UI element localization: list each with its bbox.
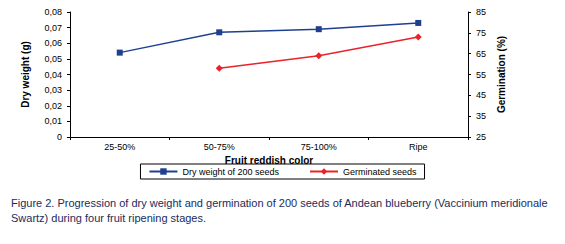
svg-text:35: 35 (476, 111, 486, 121)
svg-text:Germinated seeds: Germinated seeds (343, 167, 417, 177)
svg-text:Figure 2. Progression of dry w: Figure 2. Progression of dry weight and … (11, 197, 551, 209)
svg-text:45: 45 (476, 90, 486, 100)
svg-text:0,06: 0,06 (44, 38, 62, 48)
svg-text:Germination (%): Germination (%) (496, 36, 507, 113)
svg-text:0,04: 0,04 (44, 70, 62, 80)
svg-text:55: 55 (476, 70, 486, 80)
svg-text:85: 85 (476, 7, 486, 17)
svg-text:Fruit reddish color: Fruit reddish color (224, 155, 314, 167)
svg-text:Dry weight of 200 seeds: Dry weight of 200 seeds (182, 167, 279, 177)
svg-text:Ripe: Ripe (409, 142, 428, 152)
svg-text:75-100%: 75-100% (301, 142, 337, 152)
svg-text:0,03: 0,03 (44, 85, 62, 95)
svg-text:Dry weight (g): Dry weight (g) (20, 41, 31, 108)
svg-text:0,08: 0,08 (44, 7, 62, 17)
svg-text:50-75%: 50-75% (204, 142, 235, 152)
svg-text:0: 0 (57, 132, 62, 142)
svg-text:0,02: 0,02 (44, 101, 62, 111)
svg-text:25-50%: 25-50% (104, 142, 135, 152)
svg-text:75: 75 (476, 28, 486, 38)
svg-text:0,05: 0,05 (44, 54, 62, 64)
svg-text:0,01: 0,01 (44, 116, 62, 126)
svg-text:0,07: 0,07 (44, 23, 62, 33)
svg-text:65: 65 (476, 49, 486, 59)
svg-text:Swartz) during four fruit ripe: Swartz) during four fruit ripening stage… (11, 212, 206, 224)
svg-text:25: 25 (476, 132, 486, 142)
